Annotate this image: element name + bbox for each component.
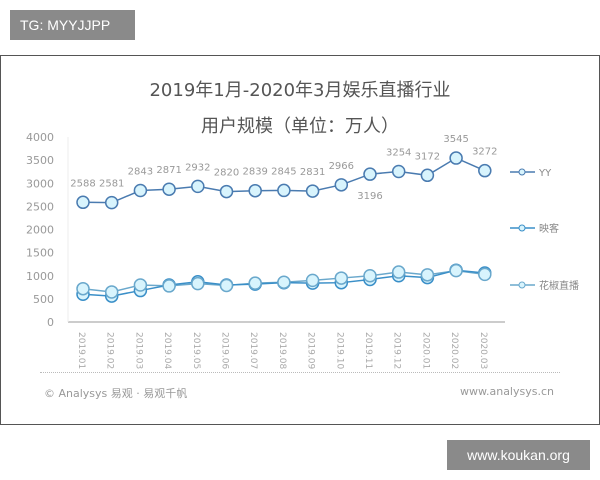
data-label: 3545	[443, 134, 468, 145]
x-tick-label: 2020.03	[478, 332, 488, 369]
data-point	[420, 268, 435, 282]
data-label: 3254	[386, 148, 411, 159]
data-point	[449, 263, 463, 278]
data-point	[277, 275, 291, 289]
x-tick-label: 2019.02	[105, 332, 115, 369]
watermark: www.koukan.org	[447, 440, 590, 470]
data-point	[162, 182, 176, 196]
y-tick-label: 1000	[26, 270, 54, 283]
x-tick-label: 2019.05	[191, 332, 201, 369]
legend-label: 花椒直播	[539, 279, 579, 292]
x-tick-label: 2019.06	[220, 332, 230, 369]
legend-marker	[518, 224, 526, 232]
footer-url: www.analysys.cn	[460, 385, 554, 398]
data-point	[478, 267, 492, 282]
data-point	[133, 183, 148, 198]
y-tick-label: 0	[47, 316, 54, 329]
data-label: 2966	[329, 161, 354, 172]
data-label: 3272	[472, 147, 497, 158]
overlay-tag: TG: MYYJJPP	[10, 10, 135, 40]
y-tick-label: 4000	[26, 131, 54, 144]
data-point	[478, 163, 492, 178]
data-label: 2871	[156, 165, 181, 176]
data-point	[363, 269, 377, 283]
data-point	[391, 164, 406, 179]
data-point	[133, 278, 148, 292]
data-point	[162, 279, 176, 293]
data-point	[449, 151, 463, 165]
x-tick-label: 2019.08	[277, 332, 287, 369]
data-label: 2932	[185, 162, 210, 173]
x-tick-label: 2019.09	[306, 332, 316, 369]
x-tick-label: 2019.10	[334, 332, 344, 369]
data-point	[334, 271, 349, 285]
y-tick-label: 3000	[26, 177, 54, 190]
data-label: 2831	[300, 167, 325, 178]
data-point	[104, 195, 119, 210]
x-tick-label: 2019.03	[133, 332, 143, 369]
x-tick-label: 2019.11	[363, 332, 373, 369]
y-tick-label: 2500	[26, 200, 54, 213]
data-label: 3172	[415, 151, 440, 162]
data-point	[76, 281, 90, 296]
x-tick-label: 2019.12	[392, 332, 402, 369]
data-label: 2581	[99, 179, 124, 190]
x-tick-label: 2019.07	[248, 332, 258, 369]
data-point	[334, 178, 349, 192]
data-label: 2588	[70, 178, 95, 189]
data-point	[219, 278, 234, 293]
data-point	[305, 184, 320, 198]
data-label: 2839	[242, 167, 267, 178]
y-tick-label: 1500	[26, 247, 54, 260]
data-label: 3196	[357, 191, 382, 202]
data-point	[420, 168, 435, 183]
data-point	[248, 276, 262, 290]
data-label: 2845	[271, 166, 296, 177]
data-point	[248, 183, 262, 198]
data-point	[219, 184, 234, 199]
data-point	[277, 183, 291, 198]
x-tick-label: 2019.04	[162, 332, 172, 369]
y-tick-label: 3500	[26, 154, 54, 167]
legend-label: YY	[538, 168, 552, 179]
x-tick-label: 2020.01	[420, 332, 430, 369]
x-tick-label: 2020.02	[449, 332, 459, 369]
data-point	[391, 265, 406, 279]
data-point	[76, 195, 90, 210]
legend-marker	[518, 168, 526, 176]
data-point	[305, 273, 320, 288]
data-point	[191, 179, 205, 194]
divider	[40, 372, 560, 373]
legend-label: 映客	[539, 222, 559, 235]
y-tick-label: 2000	[26, 224, 54, 237]
data-point	[191, 276, 205, 291]
y-tick-label: 500	[33, 293, 54, 306]
legend-marker	[518, 281, 526, 289]
chart-title: 2019年1月-2020年3月娱乐直播行业	[149, 80, 451, 101]
chart-subtitle: 用户规模（单位：万人）	[201, 116, 399, 137]
data-label: 2820	[214, 168, 239, 179]
data-point	[363, 167, 377, 181]
data-point	[104, 285, 119, 299]
data-label: 2843	[128, 167, 153, 178]
x-tick-label: 2019.01	[76, 332, 86, 369]
footer-source: © Analysys 易观 · 易观千帆	[44, 387, 188, 400]
